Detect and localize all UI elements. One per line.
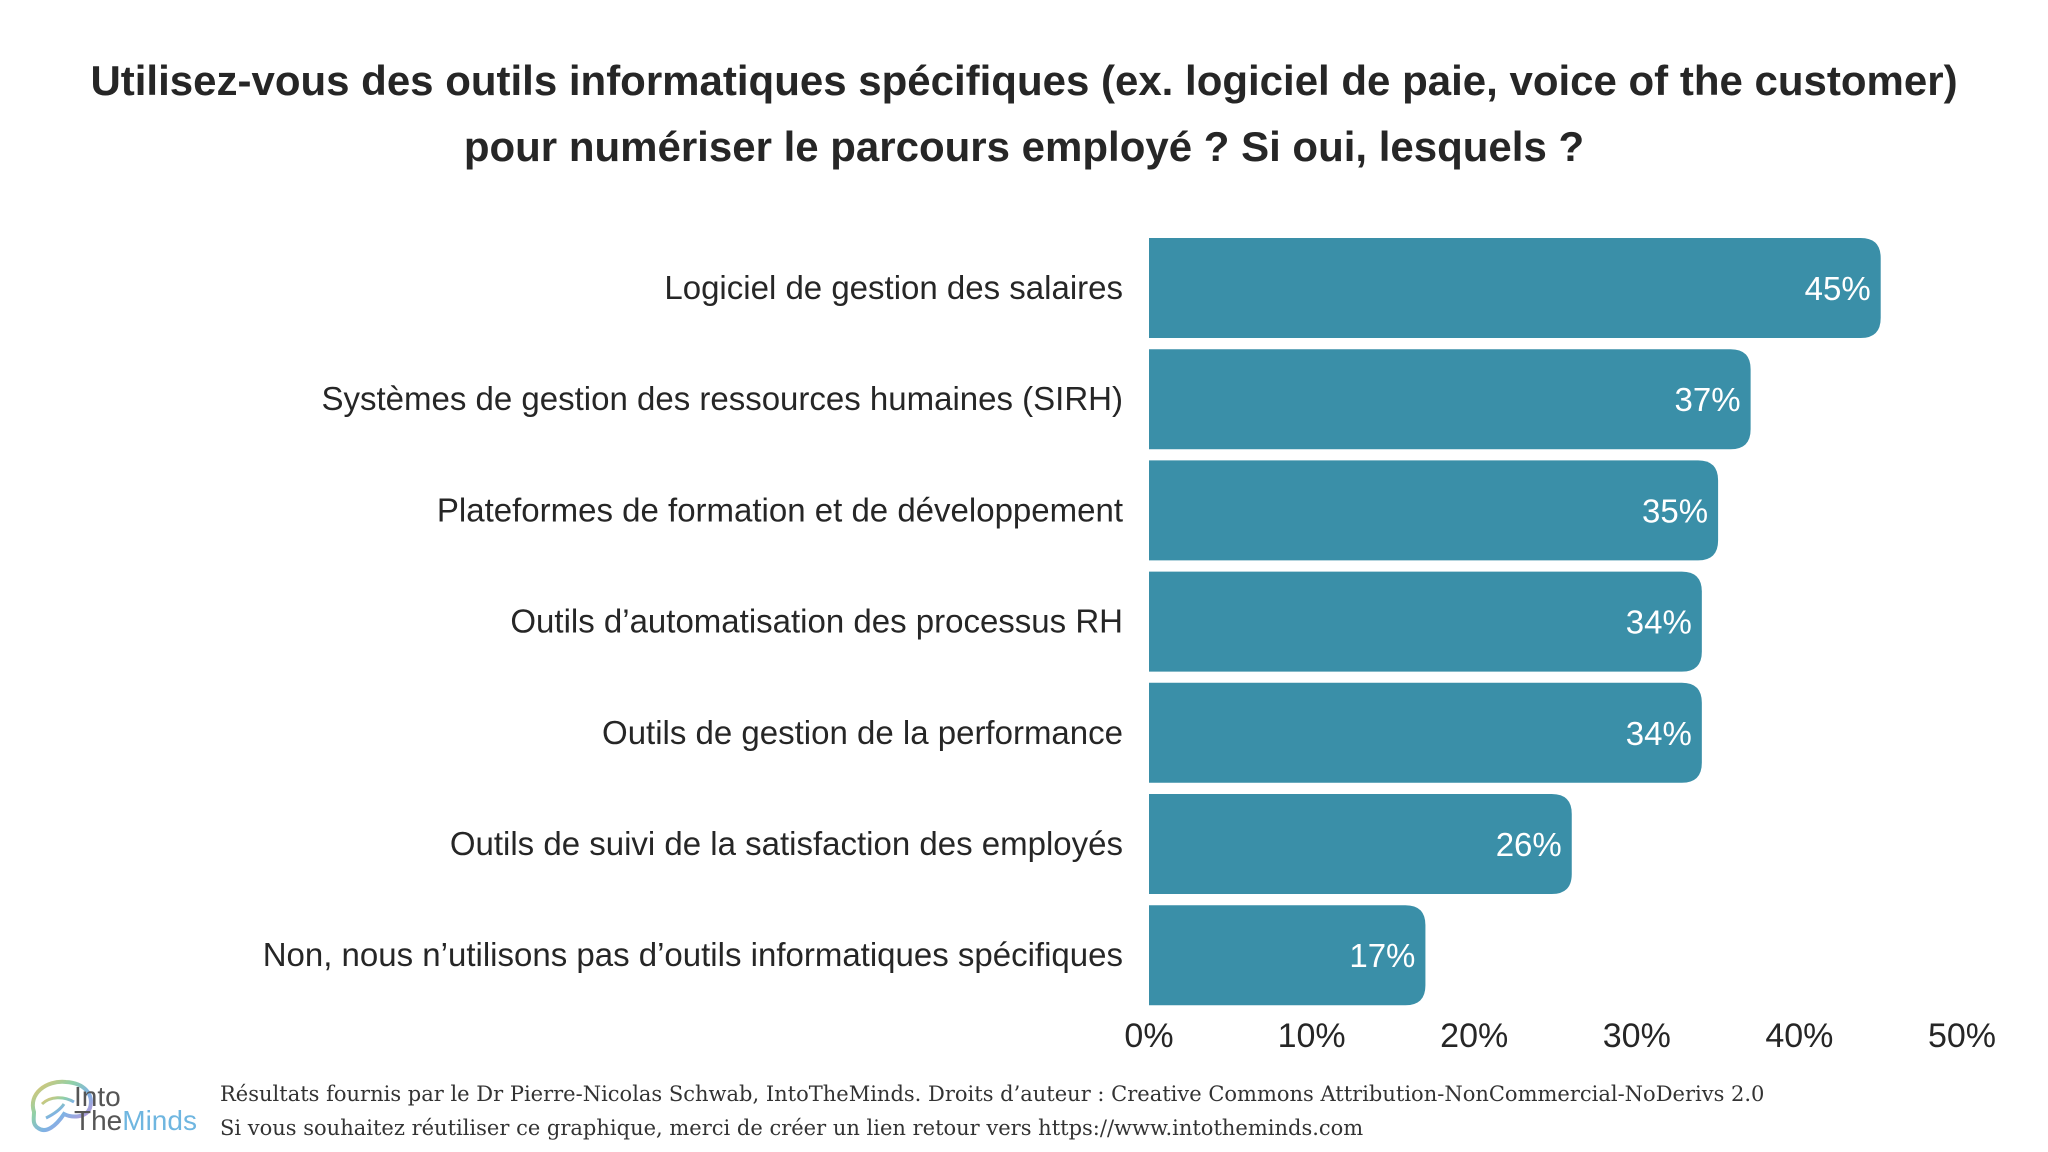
bar	[1149, 682, 1702, 783]
logo-text-into: Into	[74, 1081, 121, 1112]
category-label: Non, nous n’utilisons pas d’outils infor…	[263, 936, 1123, 973]
category-label: Outils de suivi de la satisfaction des e…	[450, 825, 1123, 862]
category-label: Outils d’automatisation des processus RH	[510, 603, 1123, 640]
logo-text-minds: Minds	[122, 1105, 197, 1136]
value-label: 34%	[1626, 715, 1692, 752]
intotheminds-logo: Into TheMinds	[24, 1074, 209, 1146]
value-label: 34%	[1626, 604, 1692, 641]
category-label: Plateformes de formation et de développe…	[437, 491, 1123, 528]
x-tick-label: 20%	[1440, 1017, 1508, 1055]
logo-text-theminds: TheMinds	[74, 1105, 197, 1136]
value-label: 37%	[1675, 381, 1741, 418]
x-tick-label: 0%	[1124, 1017, 1173, 1055]
category-label: Systèmes de gestion des ressources humai…	[321, 380, 1123, 417]
logo-text-the: The	[74, 1105, 123, 1136]
value-label: 17%	[1349, 937, 1415, 974]
x-tick-label: 30%	[1603, 1017, 1671, 1055]
x-tick-label: 40%	[1765, 1017, 1833, 1055]
bar	[1149, 794, 1572, 894]
bar	[1149, 238, 1881, 338]
category-label: Outils de gestion de la performance	[602, 714, 1123, 751]
value-label: 26%	[1496, 826, 1562, 863]
chart-title-line-2: pour numériser le parcours employé ? Si …	[463, 123, 1585, 170]
x-tick-label: 50%	[1928, 1017, 1996, 1055]
category-label: Logiciel de gestion des salaires	[664, 269, 1123, 306]
value-label: 35%	[1642, 492, 1708, 529]
bar	[1149, 571, 1702, 672]
bar	[1149, 460, 1719, 561]
bar-chart: Logiciel de gestion des salaires 45% Systè…	[263, 238, 1996, 1055]
footer-reuse-note: Si vous souhaitez réutiliser ce graphiqu…	[220, 1116, 1364, 1140]
bar	[1149, 349, 1751, 450]
brain-logo-icon	[30, 1079, 93, 1133]
value-label: 45%	[1805, 270, 1871, 307]
bar	[1149, 905, 1426, 1006]
footer-credits: Résultats fournis par le Dr Pierre-Nicol…	[220, 1082, 1765, 1106]
chart-title-line-1: Utilisez-vous des outils informatiques s…	[90, 57, 1958, 104]
x-tick-label: 10%	[1278, 1017, 1346, 1055]
